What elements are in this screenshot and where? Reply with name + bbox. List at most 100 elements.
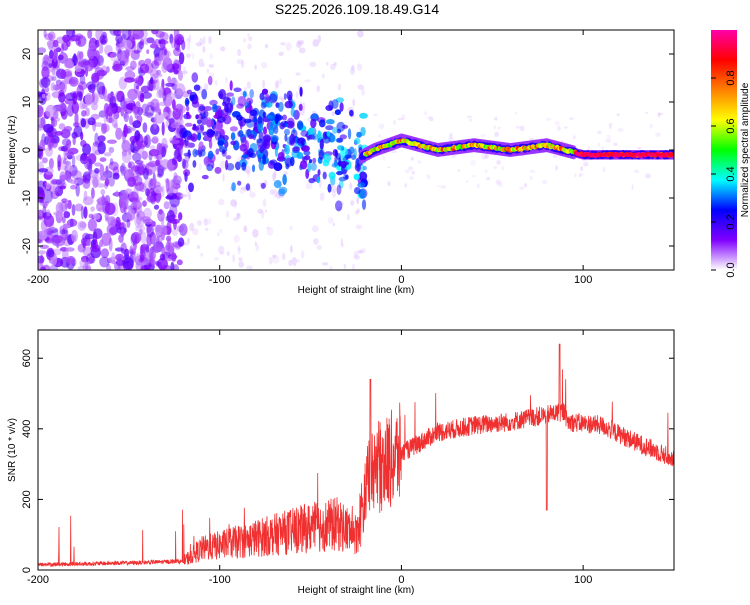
spectrogram-cell [343, 263, 347, 269]
spectrogram-cell [237, 96, 247, 107]
spectrogram-cell [90, 206, 95, 212]
spectrogram-cell [115, 127, 123, 140]
spectrogram-cell [429, 116, 434, 122]
spectrogram-cell [42, 205, 47, 218]
spectrogram-cell [170, 122, 179, 129]
spectrogram-cell [186, 135, 196, 141]
spectrogram-cell [297, 39, 305, 44]
spectrogram-cell [136, 252, 140, 263]
spectrogram-cell [354, 254, 360, 260]
spectrogram-cell [156, 173, 162, 178]
spectrogram-cell [149, 145, 156, 151]
spectrogram-cell [137, 196, 143, 201]
x-tick-label: 100 [574, 574, 592, 586]
spectrogram-cell [296, 152, 304, 159]
spectrogram-cell [156, 142, 163, 155]
spectrogram-cell [161, 121, 165, 136]
spectrogram-cell [150, 234, 160, 246]
spectrogram-cell [46, 209, 51, 217]
spectrogram-cell [82, 262, 91, 270]
spectrogram-cell [219, 160, 226, 169]
spectrogram-cell [261, 61, 268, 69]
spectrogram-cell [80, 140, 87, 147]
spectrogram-cell [347, 213, 350, 221]
spectrogram-cell [100, 189, 106, 196]
spectrogram-cell [564, 126, 568, 129]
spectrogram-cell [334, 149, 338, 158]
spectrogram-cell [133, 184, 139, 199]
spectrogram-cell [602, 167, 606, 173]
spectrogram-cell [59, 225, 63, 234]
spectrogram-cell [55, 79, 62, 86]
spectrogram-cell [631, 184, 634, 190]
spectrogram-cell [115, 44, 121, 52]
spectrogram-cell [107, 256, 118, 264]
spectrogram-cell [72, 135, 76, 146]
spectrogram-cell [163, 111, 169, 117]
spectrogram-cell [417, 160, 422, 164]
spectrogram-cell [74, 65, 82, 73]
spectrogram-cell [74, 203, 84, 212]
spectrogram-cell [53, 110, 59, 120]
spectrogram-cell [349, 146, 355, 155]
spectrogram-cell [233, 87, 242, 93]
spectrogram-cell [135, 85, 139, 90]
spectrogram-cell [195, 124, 204, 135]
spectrogram-cell [495, 179, 502, 186]
spectrogram-cell [84, 173, 91, 182]
spectrogram-cell [169, 203, 178, 218]
spectrogram-cell [408, 166, 413, 171]
spectrogram-cell [457, 169, 461, 173]
spectrogram-cell [127, 208, 136, 221]
spectrogram-cell [336, 128, 342, 134]
spectrogram-cell [529, 176, 533, 181]
spectrogram-cell [80, 118, 87, 128]
spectrogram-cell [328, 171, 336, 180]
spectrogram-cell [87, 47, 95, 60]
spectrogram-cell [264, 43, 269, 49]
spectrogram-cell [609, 122, 614, 125]
spectrogram-cell [208, 140, 213, 149]
spectrogram-cell [309, 61, 317, 68]
spectrogram-cell [227, 87, 231, 92]
spectrogram-cell [47, 249, 55, 258]
spectrogram-cell [191, 100, 200, 108]
spectrogram-cell [77, 52, 84, 61]
spectrogram-cell [192, 148, 198, 158]
spectrogram-cell [397, 117, 404, 121]
spectrogram-cell [142, 122, 148, 133]
spectrogram-cell [514, 112, 518, 115]
spectrogram-cell [99, 164, 105, 178]
spectrogram-cell [183, 152, 192, 157]
spectrogram-cell [449, 133, 453, 139]
spectrogram-cell [129, 115, 133, 126]
spectrogram-cell [187, 41, 191, 51]
spectrogram-cell [111, 116, 118, 128]
spectrogram-cell [657, 112, 664, 116]
spectrogram-cell [150, 123, 160, 135]
spectrogram-cell [130, 231, 142, 244]
spectrogram-cell [133, 49, 140, 54]
spectrogram-cell [142, 200, 147, 207]
spectrogram-cell [107, 216, 117, 227]
spectrogram-cell [311, 110, 317, 115]
spectrogram-cell [82, 178, 91, 189]
spectrogram-cell [66, 30, 75, 38]
spectrogram-cell [56, 209, 64, 219]
spectrogram-cell [138, 182, 147, 193]
spectrogram-cell [184, 122, 193, 127]
spectrogram-cell [43, 189, 53, 204]
spectrogram-cell [170, 179, 177, 190]
spectrogram-cell [326, 131, 331, 137]
spectrogram-cell [121, 150, 132, 164]
spectrogram-cell [605, 138, 612, 143]
spectrogram-cell [196, 220, 202, 226]
spectrogram-cell [218, 198, 225, 206]
spectrogram-cell [322, 262, 329, 266]
spectrogram-cell [129, 245, 134, 256]
spectrogram-cell [266, 227, 274, 236]
spectrogram-cell [52, 248, 62, 256]
spectrogram-cell [160, 217, 165, 226]
spectrogram-cell [76, 91, 83, 101]
